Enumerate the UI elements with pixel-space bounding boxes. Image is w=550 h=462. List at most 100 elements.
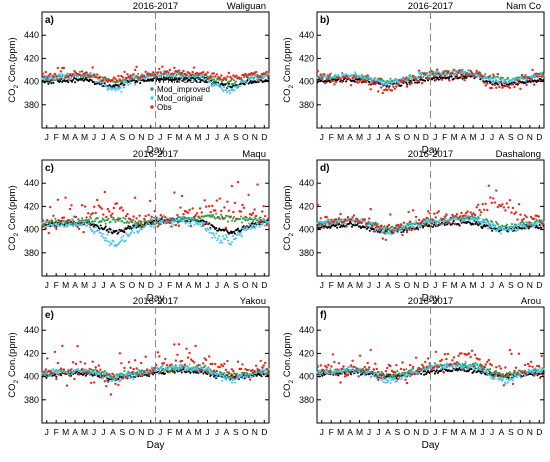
x-tick-label: M <box>337 132 344 142</box>
data-point-mod_original <box>482 222 484 224</box>
data-point-obs <box>538 215 540 217</box>
data-point-vprm-oco-2 <box>215 227 217 229</box>
x-tick-label: M <box>356 280 363 290</box>
period-title: 2016-2017 <box>408 1 453 12</box>
data-point-obs <box>249 378 251 380</box>
data-point-mod_original <box>454 74 456 76</box>
data-point-mod_improved <box>239 218 241 220</box>
data-point-obs <box>79 361 81 363</box>
data-point-mod_original <box>176 220 178 222</box>
data-point-mod_original <box>195 364 197 366</box>
data-point-obs <box>207 71 209 73</box>
data-point-obs <box>123 229 125 231</box>
data-point-mod_original <box>253 224 255 226</box>
data-point-vprm-oco-2 <box>336 227 338 229</box>
data-point-obs <box>117 75 119 77</box>
data-point-obs <box>342 221 344 223</box>
data-point-obs <box>81 204 83 206</box>
data-point-obs <box>51 79 53 81</box>
data-point-mod_original <box>158 218 160 220</box>
x-tick-label: A <box>110 132 116 142</box>
data-point-obs <box>45 368 47 370</box>
data-point-mod_original <box>187 369 189 371</box>
data-point-obs <box>323 73 325 75</box>
data-point-obs <box>252 212 254 214</box>
data-point-mod_original <box>138 230 140 232</box>
data-point-obs <box>432 219 434 221</box>
data-point-mod_improved <box>224 217 226 219</box>
data-point-obs <box>488 185 490 187</box>
data-point-obs <box>169 222 171 224</box>
y-tick-label: 400 <box>299 77 314 87</box>
data-point-obs <box>504 209 506 211</box>
x-tick-label: A <box>347 280 353 290</box>
x-tick-label: D <box>536 132 542 142</box>
data-point-obs <box>222 79 224 81</box>
data-point-vprm-oco-2 <box>153 220 155 222</box>
data-point-mod_original <box>337 74 339 76</box>
data-point-mod_original <box>384 228 386 230</box>
data-point-mod_original <box>108 241 110 243</box>
data-point-obs <box>111 79 113 81</box>
data-point-obs <box>151 372 153 374</box>
data-point-obs <box>61 345 63 347</box>
data-point-obs <box>456 74 458 76</box>
data-point-obs <box>52 215 54 217</box>
data-point-obs <box>386 89 388 91</box>
data-point-vprm-oco-2 <box>117 231 119 233</box>
data-point-mod_original <box>251 376 253 378</box>
y-tick-label: 440 <box>24 178 39 188</box>
data-point-mod_original <box>526 227 528 229</box>
data-point-mod_original <box>446 74 448 76</box>
data-point-obs <box>406 231 408 233</box>
data-point-vprm-oco-2 <box>67 81 69 83</box>
data-point-mod_original <box>90 228 92 230</box>
data-point-mod_original <box>478 218 480 220</box>
data-point-mod_original <box>220 239 222 241</box>
data-point-mod_original <box>410 76 412 78</box>
data-point-vprm-oco-2 <box>228 83 230 85</box>
data-point-obs <box>335 81 337 83</box>
data-point-mod_original <box>179 219 181 221</box>
data-point-obs <box>95 212 97 214</box>
data-point-vprm-oco-2 <box>321 375 323 377</box>
data-point-mod_original <box>411 78 413 80</box>
data-point-obs <box>191 71 193 73</box>
data-point-obs <box>509 199 511 201</box>
data-point-mod_improved <box>53 222 55 224</box>
data-point-obs <box>119 352 121 354</box>
x-tick-label: N <box>138 132 144 142</box>
data-point-obs <box>228 372 230 374</box>
data-point-mod_original <box>493 81 495 83</box>
data-point-mod_original <box>497 81 499 83</box>
data-point-mod_original <box>229 379 231 381</box>
data-point-mod_original <box>129 377 131 379</box>
data-point-mod_original <box>221 88 223 90</box>
data-point-mod_original <box>519 78 521 80</box>
data-point-obs <box>135 66 137 68</box>
data-point-vprm-oco-2 <box>424 80 426 82</box>
data-point-mod_original <box>63 226 65 228</box>
data-point-mod_original <box>467 215 469 217</box>
data-point-obs <box>51 220 53 222</box>
data-point-mod_original <box>508 79 510 81</box>
data-point-mod_original <box>101 85 103 87</box>
x-tick-label: A <box>186 280 192 290</box>
data-point-mod_original <box>123 86 125 88</box>
x-tick-label: O <box>517 132 524 142</box>
x-tick-label: M <box>451 280 458 290</box>
x-tick-label: J <box>433 132 437 142</box>
data-point-obs <box>116 202 118 204</box>
data-point-obs <box>187 356 189 358</box>
data-point-mod_original <box>198 371 200 373</box>
x-tick-label: A <box>499 280 505 290</box>
data-point-obs <box>210 211 212 213</box>
data-point-obs <box>261 210 263 212</box>
data-point-obs <box>151 74 153 76</box>
data-point-mod_original <box>507 227 509 229</box>
data-point-mod_original <box>66 224 68 226</box>
data-point-mod_original <box>334 223 336 225</box>
data-point-mod_original <box>395 230 397 232</box>
data-point-obs <box>193 66 195 68</box>
data-point-mod_original <box>250 77 252 79</box>
